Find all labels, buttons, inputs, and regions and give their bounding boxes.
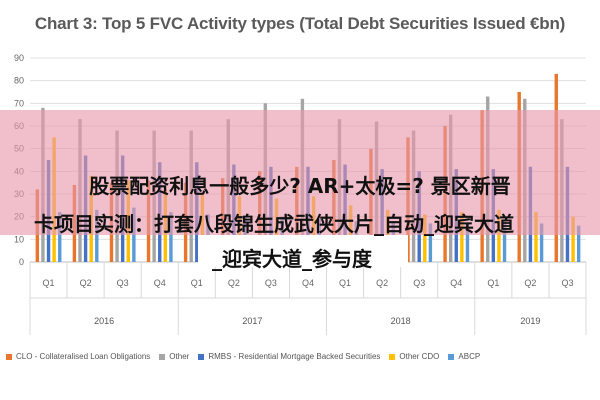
legend-label-clo: CLO - Collateralised Loan Obligations bbox=[16, 352, 151, 361]
x-tick-label-13: Q2 bbox=[524, 278, 536, 288]
bar-abcp-14 bbox=[576, 225, 581, 262]
x-tick-label-5: Q2 bbox=[228, 278, 240, 288]
legend-label-abcp: ABCP bbox=[458, 352, 481, 361]
legend-label-other: Other bbox=[169, 352, 190, 361]
year-label-2018: 2018 bbox=[391, 316, 411, 326]
bar-abcp-12 bbox=[502, 221, 507, 262]
legend-swatch-other-cdo bbox=[389, 353, 396, 360]
year-label-2016: 2016 bbox=[94, 316, 114, 326]
legend-item-rmbs: RMBS - Residential Mortgage Backed Secur… bbox=[198, 352, 380, 361]
y-tick-label-70: 70 bbox=[14, 98, 24, 108]
promo-overlay-banner[interactable] bbox=[0, 110, 600, 235]
x-tick-label-10: Q3 bbox=[413, 278, 425, 288]
bar-abcp-3 bbox=[169, 212, 173, 262]
legend-swatch-abcp bbox=[448, 353, 455, 360]
promo-overlay-line1: 股票配资利息一般多少? AR+太极=? 景区新晋 bbox=[89, 174, 511, 198]
y-tick-label-0: 0 bbox=[19, 257, 24, 267]
bar-abcp-0 bbox=[58, 212, 62, 262]
chart-title: Chart 3: Top 5 FVC Activity types (Total… bbox=[34, 14, 566, 33]
bar-other-14 bbox=[571, 216, 575, 262]
promo-overlay-line3: _迎宾大道_参与度 bbox=[212, 247, 372, 271]
y-tick-label-80: 80 bbox=[14, 76, 24, 86]
x-tick-label-2: Q3 bbox=[117, 278, 129, 288]
x-tick-label-0: Q1 bbox=[43, 278, 55, 288]
legend-swatch-clo bbox=[6, 353, 12, 360]
legend-item-other: Other bbox=[159, 352, 189, 361]
promo-overlay-line3-background bbox=[198, 235, 408, 267]
legend-item-abcp: ABCP bbox=[448, 352, 480, 361]
x-tick-label-6: Q3 bbox=[265, 278, 277, 288]
year-label-2017: 2017 bbox=[242, 316, 262, 326]
legend-label-rmbs: RMBS - Residential Mortgage Backed Secur… bbox=[208, 352, 381, 361]
legend-item-clo: CLO - Collateralised Loan Obligations bbox=[6, 352, 150, 361]
x-tick-label-11: Q4 bbox=[450, 278, 462, 288]
x-tick-label-1: Q2 bbox=[80, 278, 92, 288]
bar-abcp-11 bbox=[465, 223, 470, 262]
bar-other-11 bbox=[460, 212, 464, 262]
x-tick-label-14: Q3 bbox=[561, 278, 573, 288]
x-tick-label-8: Q1 bbox=[339, 278, 351, 288]
bar-other-10 bbox=[423, 214, 427, 262]
bar-other-13 bbox=[534, 212, 538, 262]
x-tick-label-3: Q4 bbox=[154, 278, 166, 288]
promo-overlay-line2: 卡项目实测：打套八段锦生成武侠大片_自动_迎宾大道 bbox=[34, 212, 514, 236]
x-tick-label-4: Q1 bbox=[191, 278, 203, 288]
legend-item-other-cdo: Other CDO bbox=[389, 352, 439, 361]
chart-legend: CLO - Collateralised Loan Obligations Ot… bbox=[6, 352, 596, 361]
bar-abcp-13 bbox=[539, 223, 544, 262]
bar-abcp-1 bbox=[95, 209, 99, 262]
legend-swatch-other bbox=[159, 353, 166, 360]
x-tick-label-12: Q1 bbox=[487, 278, 499, 288]
legend-label-other-cdo: Other CDO bbox=[399, 352, 440, 361]
legend-swatch-rmbs bbox=[198, 353, 205, 360]
y-tick-label-10: 10 bbox=[14, 234, 24, 244]
x-tick-label-7: Q4 bbox=[302, 278, 314, 288]
bar-abcp-10 bbox=[428, 223, 433, 262]
y-tick-label-90: 90 bbox=[14, 53, 24, 63]
year-label-2019: 2019 bbox=[520, 316, 540, 326]
x-tick-label-9: Q2 bbox=[376, 278, 388, 288]
bar-other-12 bbox=[497, 209, 501, 262]
